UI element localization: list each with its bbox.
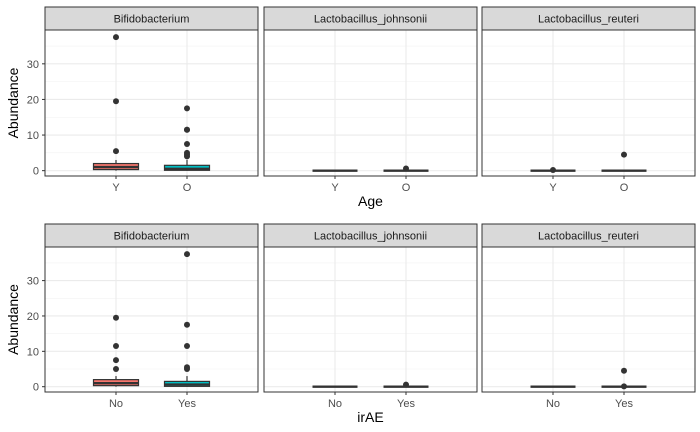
x-tick-label: Y (549, 182, 557, 194)
panel-background (45, 247, 258, 392)
outlier-point (184, 321, 190, 328)
outlier-point (113, 366, 119, 373)
box-Yes (163, 251, 211, 387)
outlier-point (550, 166, 556, 173)
y-tick-label: 0 (33, 166, 39, 178)
outlier-point (184, 105, 190, 112)
x-axis-title: irAE (357, 409, 383, 425)
x-tick-label: O (183, 182, 192, 194)
facet-strip-label: Lactobacillus_reuteri (538, 231, 639, 243)
panel-border (44, 29, 259, 177)
facet-strip-label: Bifidobacterium (114, 14, 190, 26)
x-tick-label: No (546, 398, 560, 410)
facet-panel: Bifidobacterium No Yes (44, 223, 259, 410)
outlier-point (184, 140, 190, 147)
y-tick-label: 20 (27, 94, 39, 106)
x-tick-label: Yes (397, 398, 415, 410)
y-tick-label: 10 (27, 130, 39, 142)
outlier-point (621, 151, 627, 158)
facet-panel: Lactobacillus_reuteri No Yes (481, 223, 696, 410)
y-axis-title: Abundance (5, 67, 21, 138)
box-Y (530, 166, 576, 173)
box-O (601, 151, 647, 172)
x-tick-label: Y (331, 182, 339, 194)
y-axis-title: Abundance (5, 284, 21, 355)
x-axis-title: Age (358, 193, 383, 209)
outlier-point (113, 34, 119, 41)
box-O (383, 165, 429, 172)
panel-border (263, 29, 478, 177)
x-tick-label: O (620, 182, 629, 194)
panel-border (44, 246, 259, 393)
outlier-point (113, 314, 119, 321)
outlier-point (113, 148, 119, 155)
outlier-point (113, 357, 119, 364)
panel-background (482, 247, 695, 392)
facet-panel: Lactobacillus_johnsonii Y O (263, 6, 478, 194)
facet-panel: Lactobacillus_reuteri Y O (481, 6, 696, 194)
y-tick-label: 0 (33, 382, 39, 394)
y-tick-label: 30 (27, 276, 39, 288)
y-tick-label: 10 (27, 346, 39, 358)
panel-background (264, 247, 477, 392)
outlier-point (403, 381, 409, 388)
x-tick-label: O (402, 182, 411, 194)
facet-strip-label: Lactobacillus_johnsonii (314, 231, 427, 243)
panel-border (481, 246, 696, 393)
box-Yes (601, 367, 647, 390)
outlier-point (403, 165, 409, 172)
facet-strip-label: Lactobacillus_reuteri (538, 14, 639, 26)
outlier-point (621, 367, 627, 374)
chart-row-2: Abundance 0 10 20 30 irAE Bifidobacterium No Yes… (5, 223, 696, 425)
x-tick-label: Yes (615, 398, 633, 410)
outlier-point (621, 383, 627, 390)
facet-strip-label: Bifidobacterium (114, 231, 190, 243)
outlier-point (113, 98, 119, 105)
outlier-point (184, 364, 190, 371)
panel-border (481, 29, 696, 177)
outlier-point (184, 149, 190, 156)
x-tick-label: Yes (178, 398, 196, 410)
box-No (92, 314, 140, 387)
outlier-point (113, 343, 119, 350)
box-O (163, 105, 211, 171)
outlier-point (184, 343, 190, 350)
panel-background (45, 30, 258, 176)
x-tick-label: No (328, 398, 342, 410)
panel-background (264, 30, 477, 176)
panel-border (263, 246, 478, 393)
panel-background (482, 30, 695, 176)
y-tick-label: 20 (27, 311, 39, 323)
box-Yes (383, 381, 429, 388)
outlier-point (184, 251, 190, 258)
box-Y (92, 34, 140, 171)
x-tick-label: No (109, 398, 123, 410)
x-tick-label: Y (112, 182, 120, 194)
facet-panel: Lactobacillus_johnsonii No Yes (263, 223, 478, 410)
facet-strip-label: Lactobacillus_johnsonii (314, 14, 427, 26)
facet-panel: Bifidobacterium Y O (44, 6, 259, 194)
y-tick-label: 30 (27, 59, 39, 71)
outlier-point (184, 126, 190, 133)
